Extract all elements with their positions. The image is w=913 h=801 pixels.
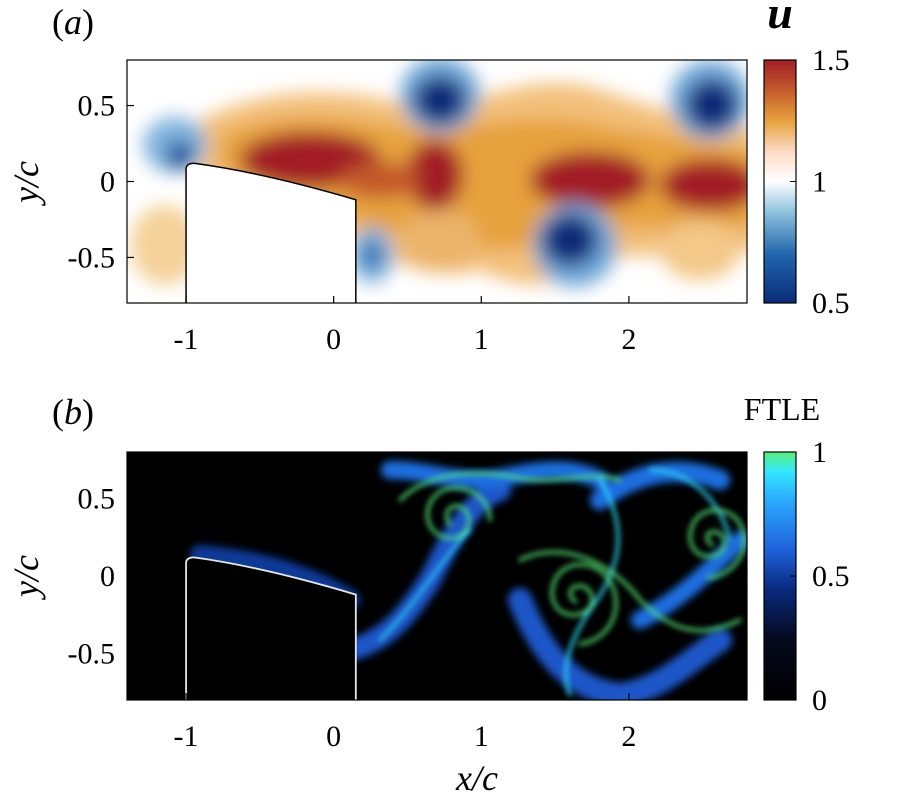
panel-a-colorbar-ticks: 1.5 1 0.5 [790,44,850,320]
panel-b-ytick-label: 0 [100,560,115,593]
panel-b-ticks: -1 0 1 2 0.5 0 -0.5 [68,483,637,754]
panel-b-ylabel: y/c [6,555,46,600]
panel-b-field [127,452,747,700]
panel-b-xtick-label: 0 [326,720,341,753]
panel-b-ytick-label: -0.5 [68,638,116,671]
panel-b-xtick-label: 1 [474,720,489,753]
panel-b-ridge-3 [518,550,742,632]
panel-a-lower-lobe-1 [130,205,200,285]
panel-a-colorbar-tick-label: 1 [812,166,827,199]
panel-b-label: (b) [52,392,94,432]
panel-a-high-core-4 [660,159,747,211]
panel-b-colorbar-tick-label: 0.5 [812,560,850,593]
panel-a-colorbar-tick-label: 1.5 [812,44,850,77]
panel-b-ridge-2 [564,478,620,697]
panel-a-ytick-label: -0.5 [68,241,116,274]
panel-a-lower-lobe-2 [400,210,480,270]
panel-b-spiral-2 [550,563,618,646]
panel-a-xtick-label: 2 [621,323,636,356]
panel-a-ytick-label: 0 [100,166,115,199]
panel-b-colorbar-tick-label: 1 [812,436,827,469]
panel-b-colorbar-ticks: 10.50 [790,436,850,717]
panel-b-colorbar-title: FTLE [744,391,820,427]
panel-b-ridge-1 [398,471,622,502]
panel-b-spiral-1 [426,486,492,540]
panel-b-xlabel: x/c [455,758,498,798]
panel-a-letter: a [64,2,82,42]
panel-a-lower-lobe-3 [660,220,740,280]
panel-b-letter: b [64,392,82,432]
panel-b-ridge-4 [648,468,732,542]
panel-a-ytick-label: 0.5 [78,90,116,123]
panel-a-low-core-3 [542,214,598,266]
panel-b-ridge-5 [378,528,472,642]
panel-b-right-band [590,461,730,510]
panel-b-ytick-label: 0.5 [78,483,116,516]
panel-a-xtick-label: 1 [474,323,489,356]
panel-a: (a) [6,0,850,356]
panel-a-colorbar-title: u [767,0,793,38]
panel-b-spiral-3 [688,508,746,580]
panel-a-label: (a) [52,2,94,42]
panel-a-colorbar: u 1.5 1 0.5 [763,0,850,320]
panel-a-ylabel: y/c [6,161,46,206]
panel-b: (b) [6,391,850,798]
panel-a-low-core-1 [414,76,466,124]
panel-b-colorbar-tick-label: 0 [812,684,827,717]
panel-a-high-core-3 [530,152,650,208]
panel-a-field [127,60,747,303]
panel-b-airfoil [185,556,357,700]
panel-b-upper-arc [381,461,609,489]
panel-a-xtick-label: -1 [174,323,199,356]
panel-b-colorbar: FTLE 10.50 [744,391,850,717]
panel-a-low-core-2 [686,79,738,131]
panel-b-xtick-label: 2 [621,720,636,753]
panel-b-xtick-label: -1 [174,720,199,753]
panel-a-airfoil [185,162,357,303]
panel-b-lower-band [508,588,732,700]
panel-a-colorbar-tick-label: 0.5 [812,287,850,320]
panel-a-high-edge [340,162,420,198]
panel-a-high-core-2 [407,140,463,210]
panel-a-low-core-4 [166,141,194,169]
panel-a-low-core-5 [362,241,382,269]
panel-a-ticks: -1 0 1 2 0.5 0 -0.5 [68,90,637,356]
panel-a-xtick-label: 0 [326,323,341,356]
